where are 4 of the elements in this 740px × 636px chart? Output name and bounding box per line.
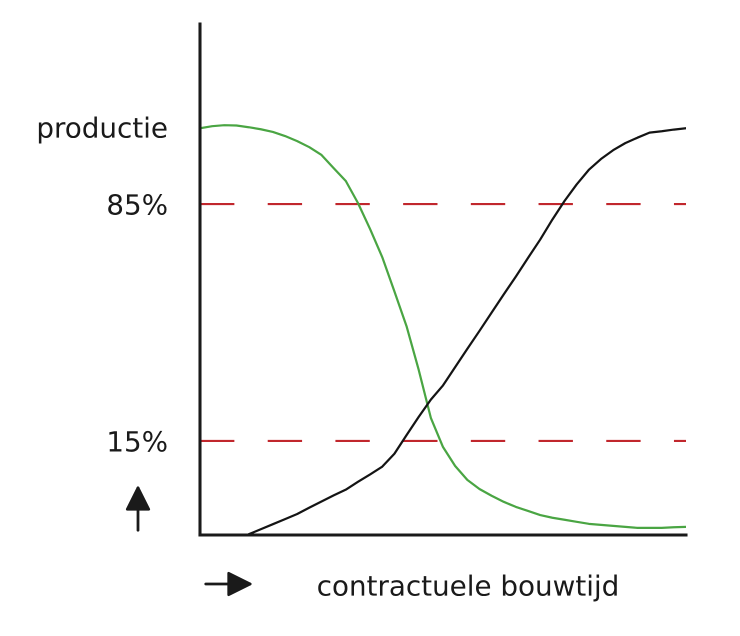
x-axis-title: contractuele bouwtijd xyxy=(318,574,617,602)
y-tick-label: 85% xyxy=(108,194,167,215)
y-axis-title: productie xyxy=(38,116,167,144)
y-tick-label: 15% xyxy=(109,430,167,452)
